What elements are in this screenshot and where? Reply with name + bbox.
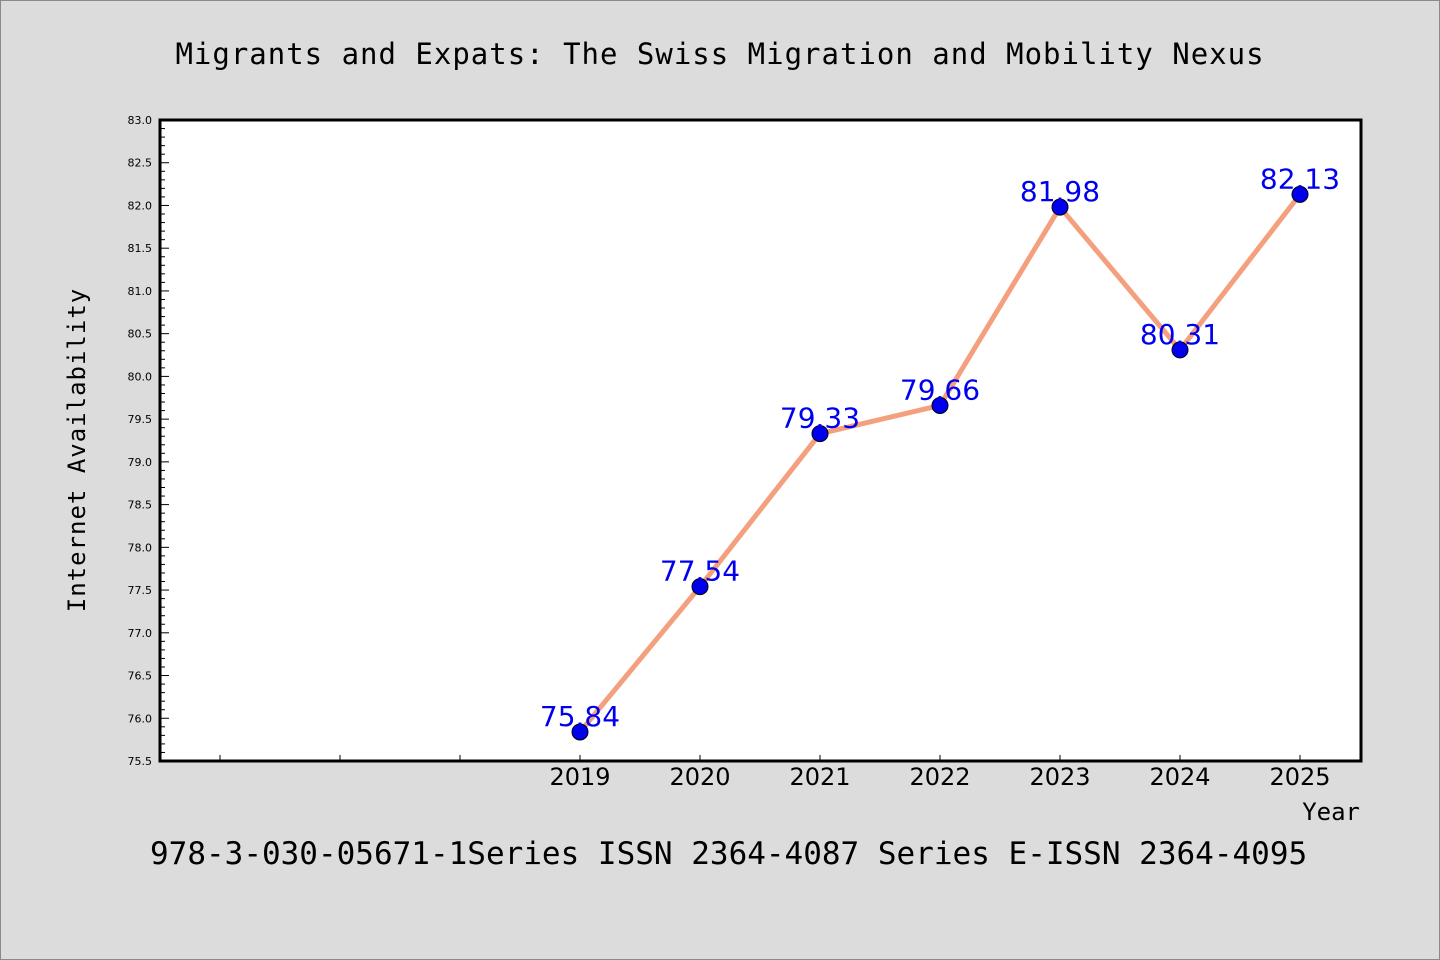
data-point-marker bbox=[691, 578, 709, 596]
data-label: 75.84 bbox=[540, 700, 620, 733]
y-tick-label: 79.0 bbox=[128, 456, 153, 469]
y-tick-label: 78.5 bbox=[128, 499, 153, 512]
y-tick-label: 80.5 bbox=[128, 328, 153, 341]
y-tick-label: 78.0 bbox=[128, 541, 153, 554]
chart-title: Migrants and Expats: The Swiss Migration… bbox=[175, 37, 1264, 71]
data-label: 82.13 bbox=[1260, 162, 1340, 195]
data-label: 79.66 bbox=[900, 373, 980, 406]
data-label: 80.31 bbox=[1140, 318, 1220, 351]
series-internet-availability: 75.84 77.54 79.33 79.66 81.98 80.31 82.13 bbox=[540, 162, 1340, 741]
plot-area bbox=[158, 118, 1363, 763]
x-tick-label: 2022 bbox=[909, 763, 970, 791]
y-tick-label: 80.0 bbox=[128, 370, 153, 383]
y-tick-label: 77.0 bbox=[128, 627, 153, 640]
y-tick-label: 81.5 bbox=[128, 242, 153, 255]
x-tick-label: 2020 bbox=[669, 763, 730, 791]
y-tick-label: 76.5 bbox=[128, 670, 153, 683]
data-point-marker bbox=[571, 723, 589, 741]
data-point-marker bbox=[931, 396, 949, 414]
x-tick-label: 2024 bbox=[1149, 763, 1210, 791]
y-tick-label: 83.0 bbox=[128, 114, 153, 127]
data-label: 81.98 bbox=[1020, 175, 1100, 208]
y-tick-label: 82.0 bbox=[128, 199, 153, 212]
y-axis-label: Internet Availability bbox=[63, 288, 91, 612]
y-tick-label: 75.5 bbox=[128, 755, 153, 768]
data-point-marker bbox=[811, 425, 829, 443]
data-label: 77.54 bbox=[660, 555, 740, 588]
footer-isbn-text: 978-3-030-05671-1Series ISSN 2364-4087 S… bbox=[150, 836, 1307, 872]
y-tick-label: 79.5 bbox=[128, 413, 153, 426]
y-tick-label: 81.0 bbox=[128, 285, 153, 298]
data-label: 79.33 bbox=[780, 402, 860, 435]
y-tick-label: 82.5 bbox=[128, 157, 153, 170]
x-axis: 2019 2020 2021 2022 2023 2024 2025 bbox=[219, 755, 1331, 791]
data-point-marker bbox=[1171, 341, 1189, 359]
x-tick-label: 2025 bbox=[1269, 763, 1330, 791]
data-point-marker bbox=[1051, 198, 1069, 216]
y-axis: 75.5 76.0 76.5 77.0 77.5 78.0 78.5 79.0 79.5 80.0… bbox=[128, 114, 169, 768]
y-tick-label: 77.5 bbox=[128, 584, 153, 597]
data-point-marker bbox=[1291, 185, 1309, 203]
x-tick-label: 2021 bbox=[789, 763, 850, 791]
x-tick-label: 2023 bbox=[1029, 763, 1090, 791]
y-tick-label: 76.0 bbox=[128, 712, 153, 725]
x-axis-label: Year bbox=[1302, 798, 1360, 826]
x-tick-label: 2019 bbox=[549, 763, 610, 791]
